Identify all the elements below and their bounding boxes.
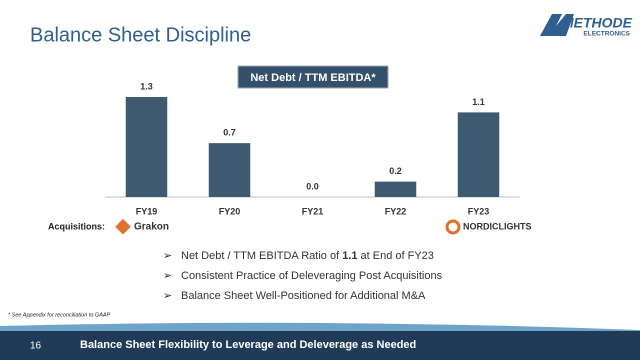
bullet-arrow: ➢ bbox=[163, 270, 172, 282]
value-label: 1.1 bbox=[472, 97, 485, 107]
bullet-bold: 1.1 bbox=[342, 250, 357, 262]
bar bbox=[125, 97, 168, 197]
bullet-after: at End of FY23 bbox=[357, 250, 433, 262]
x-tick-label: FY19 bbox=[136, 206, 158, 216]
bar bbox=[208, 143, 251, 197]
bullet-before: Balance Sheet Well-Positioned for Additi… bbox=[181, 290, 426, 302]
bullet-arrow: ➢ bbox=[163, 290, 172, 302]
bullet-text: Consistent Practice of Deleveraging Post… bbox=[181, 270, 443, 282]
bullet-text: Balance Sheet Well-Positioned for Additi… bbox=[181, 290, 426, 302]
bullet-text: Net Debt / TTM EBITDA Ratio of 1.1 at En… bbox=[181, 250, 434, 262]
x-tick-label: FY23 bbox=[468, 206, 490, 216]
chart-title-box bbox=[237, 65, 389, 89]
grakon-icon bbox=[115, 218, 131, 235]
bullet-arrow: ➢ bbox=[163, 250, 172, 262]
footnote: * See Appendix for reconciliation to GAA… bbox=[8, 312, 111, 318]
acquisition: Grakon bbox=[134, 222, 169, 233]
logo-sub: ELECTRONICS bbox=[583, 31, 630, 38]
logo-mark bbox=[540, 14, 574, 36]
footer-band bbox=[0, 331, 640, 360]
acquisition: NORDICLIGHTS bbox=[463, 221, 532, 231]
bullets: ➢ Net Debt / TTM EBITDA Ratio of 1.1 at E… bbox=[163, 250, 443, 302]
logo-text: METHODE bbox=[562, 15, 633, 31]
value-label: 0.0 bbox=[306, 181, 319, 191]
x-tick-label: FY21 bbox=[302, 206, 324, 216]
page-number: 16 bbox=[30, 341, 42, 352]
x-tick-label: FY22 bbox=[385, 206, 407, 216]
bar bbox=[457, 112, 500, 197]
chart-title: Net Debt / TTM EBITDA* bbox=[250, 72, 376, 84]
value-label: 0.7 bbox=[223, 128, 236, 138]
acquisitions-label: Acquisitions: bbox=[48, 221, 105, 231]
slide-title: Balance Sheet Discipline bbox=[30, 24, 251, 46]
bar bbox=[374, 181, 417, 197]
bullet-before: Net Debt / TTM EBITDA Ratio of bbox=[181, 250, 342, 262]
bullet-before: Consistent Practice of Deleveraging Post… bbox=[181, 270, 443, 282]
value-label: 1.3 bbox=[140, 81, 153, 91]
nordic-icon bbox=[445, 219, 461, 235]
footer-text: Balance Sheet Flexibility to Leverage an… bbox=[80, 339, 416, 351]
value-label: 0.2 bbox=[389, 166, 402, 176]
x-tick-label: FY20 bbox=[219, 206, 241, 216]
